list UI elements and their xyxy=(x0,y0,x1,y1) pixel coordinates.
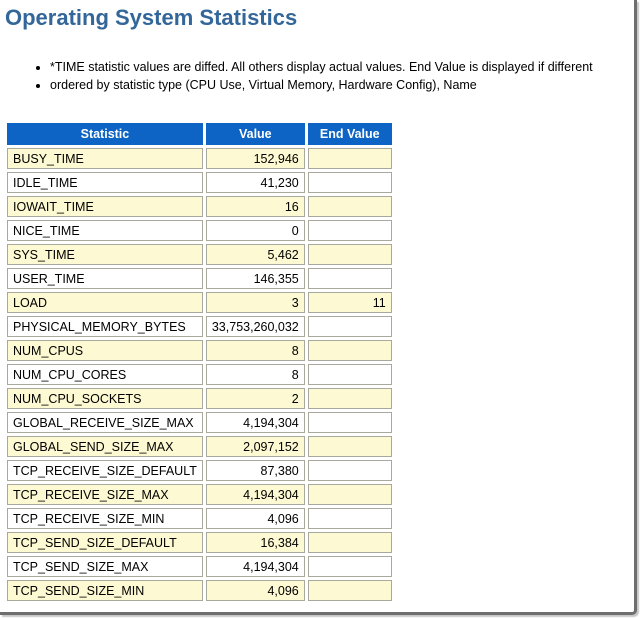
table-row: PHYSICAL_MEMORY_BYTES 33,753,260,032 xyxy=(7,316,392,337)
cell-end-value xyxy=(307,412,392,433)
cell-statistic: TCP_RECEIVE_SIZE_DEFAULT xyxy=(7,460,203,481)
table-row: LOAD 3 11 xyxy=(7,292,392,313)
cell-end-value xyxy=(307,508,392,529)
cell-value: 152,946 xyxy=(205,148,305,169)
cell-statistic: IDLE_TIME xyxy=(7,172,203,193)
cell-end-value xyxy=(307,484,392,505)
page-title: Operating System Statistics xyxy=(5,5,298,30)
cell-end-value xyxy=(307,148,392,169)
cell-statistic: TCP_RECEIVE_SIZE_MAX xyxy=(7,484,203,505)
table-row: GLOBAL_SEND_SIZE_MAX 2,097,152 xyxy=(7,436,392,457)
table-row: USER_TIME 146,355 xyxy=(7,268,392,289)
cell-value: 2,097,152 xyxy=(205,436,305,457)
cell-statistic: NICE_TIME xyxy=(7,220,203,241)
table-row: NUM_CPU_SOCKETS 2 xyxy=(7,388,392,409)
os-statistics-table: Statistic Value End Value BUSY_TIME 152,9… xyxy=(4,120,395,604)
table-row: TCP_RECEIVE_SIZE_MIN 4,096 xyxy=(7,508,392,529)
cell-statistic: BUSY_TIME xyxy=(7,148,203,169)
cell-value: 8 xyxy=(205,340,305,361)
notes-list: *TIME statistic values are diffed. All o… xyxy=(4,58,634,94)
table-row: TCP_SEND_SIZE_MAX 4,194,304 xyxy=(7,556,392,577)
cell-statistic: USER_TIME xyxy=(7,268,203,289)
cell-value: 16,384 xyxy=(205,532,305,553)
cell-end-value xyxy=(307,268,392,289)
cell-statistic: TCP_RECEIVE_SIZE_MIN xyxy=(7,508,203,529)
column-header-statistic: Statistic xyxy=(7,123,203,145)
table-header-row: Statistic Value End Value xyxy=(7,123,392,145)
column-header-end-value: End Value xyxy=(307,123,392,145)
cell-statistic: TCP_SEND_SIZE_MAX xyxy=(7,556,203,577)
cell-value: 2 xyxy=(205,388,305,409)
cell-end-value xyxy=(307,340,392,361)
cell-value: 0 xyxy=(205,220,305,241)
cell-end-value xyxy=(307,364,392,385)
cell-statistic: SYS_TIME xyxy=(7,244,203,265)
cell-value: 87,380 xyxy=(205,460,305,481)
table-row: IDLE_TIME 41,230 xyxy=(7,172,392,193)
table-row: TCP_RECEIVE_SIZE_MAX 4,194,304 xyxy=(7,484,392,505)
table-row: NICE_TIME 0 xyxy=(7,220,392,241)
cell-statistic: IOWAIT_TIME xyxy=(7,196,203,217)
cell-value: 41,230 xyxy=(205,172,305,193)
cell-end-value xyxy=(307,556,392,577)
cell-statistic: GLOBAL_RECEIVE_SIZE_MAX xyxy=(7,412,203,433)
cell-value: 4,194,304 xyxy=(205,412,305,433)
cell-end-value xyxy=(307,532,392,553)
cell-value: 146,355 xyxy=(205,268,305,289)
table-row: SYS_TIME 5,462 xyxy=(7,244,392,265)
cell-end-value: 11 xyxy=(307,292,392,313)
table-row: TCP_SEND_SIZE_MIN 4,096 xyxy=(7,580,392,601)
cell-end-value xyxy=(307,460,392,481)
cell-end-value xyxy=(307,580,392,601)
note-item-time-diffed: *TIME statistic values are diffed. All o… xyxy=(50,58,634,76)
table-row: GLOBAL_RECEIVE_SIZE_MAX 4,194,304 xyxy=(7,412,392,433)
table-row: TCP_SEND_SIZE_DEFAULT 16,384 xyxy=(7,532,392,553)
column-header-value: Value xyxy=(205,123,305,145)
cell-end-value xyxy=(307,196,392,217)
cell-statistic: NUM_CPU_CORES xyxy=(7,364,203,385)
cell-value: 33,753,260,032 xyxy=(205,316,305,337)
table-row: NUM_CPUS 8 xyxy=(7,340,392,361)
cell-value: 5,462 xyxy=(205,244,305,265)
cell-value: 3 xyxy=(205,292,305,313)
table-row: NUM_CPU_CORES 8 xyxy=(7,364,392,385)
cell-statistic: TCP_SEND_SIZE_DEFAULT xyxy=(7,532,203,553)
note-item-ordering: ordered by statistic type (CPU Use, Virt… xyxy=(50,76,634,94)
table-row: BUSY_TIME 152,946 xyxy=(7,148,392,169)
cell-value: 8 xyxy=(205,364,305,385)
cell-end-value xyxy=(307,172,392,193)
cell-end-value xyxy=(307,316,392,337)
cell-statistic: TCP_SEND_SIZE_MIN xyxy=(7,580,203,601)
table-row: IOWAIT_TIME 16 xyxy=(7,196,392,217)
cell-value: 16 xyxy=(205,196,305,217)
cell-end-value xyxy=(307,436,392,457)
cell-end-value xyxy=(307,244,392,265)
table-row: TCP_RECEIVE_SIZE_DEFAULT 87,380 xyxy=(7,460,392,481)
cell-value: 4,194,304 xyxy=(205,556,305,577)
cell-statistic: GLOBAL_SEND_SIZE_MAX xyxy=(7,436,203,457)
cell-statistic: NUM_CPUS xyxy=(7,340,203,361)
cell-end-value xyxy=(307,220,392,241)
cell-statistic: PHYSICAL_MEMORY_BYTES xyxy=(7,316,203,337)
cell-statistic: LOAD xyxy=(7,292,203,313)
report-content: Operating System Statistics *TIME statis… xyxy=(0,0,634,604)
cell-end-value xyxy=(307,388,392,409)
cell-value: 4,194,304 xyxy=(205,484,305,505)
cell-value: 4,096 xyxy=(205,508,305,529)
cell-value: 4,096 xyxy=(205,580,305,601)
cell-statistic: NUM_CPU_SOCKETS xyxy=(7,388,203,409)
